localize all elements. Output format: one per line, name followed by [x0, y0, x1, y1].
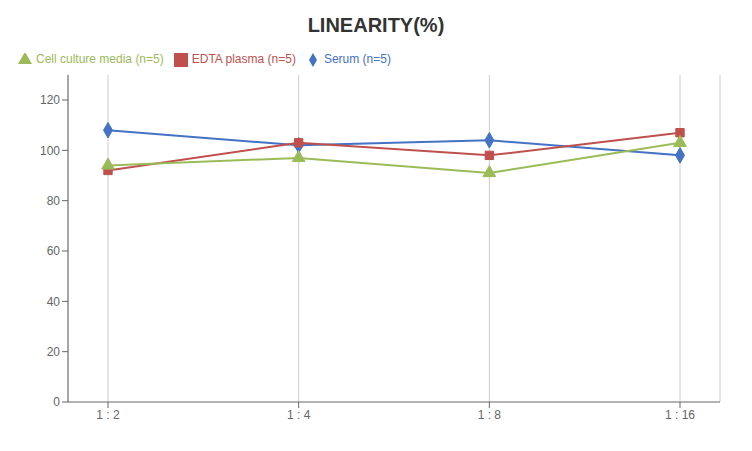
svg-text:100: 100: [40, 144, 60, 158]
svg-text:1 : 8: 1 : 8: [478, 408, 502, 422]
html-text:Serum (n=5): Serum (n=5): [323, 52, 391, 66]
svg-text:20: 20: [47, 345, 61, 359]
svg-text:60: 60: [47, 244, 61, 258]
html-text:EDTA plasma (n=5): EDTA plasma (n=5): [191, 52, 296, 66]
html-text:Cell culture media (n=5): Cell culture media (n=5): [36, 52, 164, 66]
svg-text:1 : 16: 1 : 16: [665, 408, 695, 422]
html-text:LINEARITY(%): LINEARITY(%): [307, 14, 445, 36]
svg-text:120: 120: [40, 93, 60, 107]
svg-text:0: 0: [53, 395, 60, 409]
svg-text:40: 40: [47, 295, 61, 309]
svg-text:1 : 2: 1 : 2: [96, 408, 120, 422]
svg-text:1 : 4: 1 : 4: [287, 408, 311, 422]
svg-text:80: 80: [47, 194, 61, 208]
